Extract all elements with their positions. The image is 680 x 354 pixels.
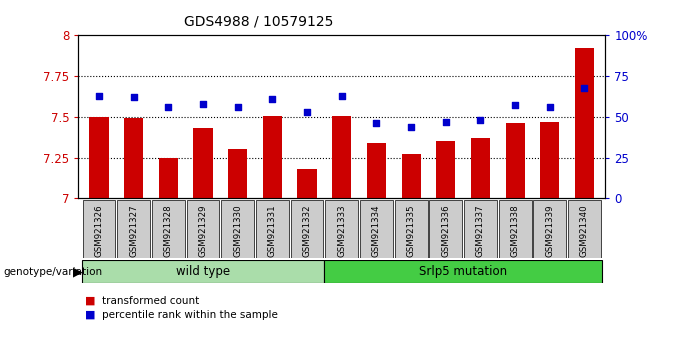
- Point: [336, 93, 347, 98]
- Bar: [360, 200, 393, 258]
- Text: GSM921339: GSM921339: [545, 205, 554, 257]
- Bar: [533, 200, 566, 258]
- Text: GSM921338: GSM921338: [511, 205, 520, 257]
- Bar: [325, 200, 358, 258]
- Bar: [401, 154, 420, 198]
- Text: GSM921331: GSM921331: [268, 205, 277, 257]
- Bar: [256, 200, 289, 258]
- Point: [267, 96, 278, 102]
- Text: genotype/variation: genotype/variation: [3, 267, 103, 277]
- Text: transformed count: transformed count: [102, 296, 199, 306]
- Point: [302, 109, 313, 115]
- Text: GSM921340: GSM921340: [580, 205, 589, 257]
- Text: GSM921330: GSM921330: [233, 205, 242, 257]
- Point: [163, 104, 174, 110]
- Bar: [117, 200, 150, 258]
- Point: [509, 103, 520, 108]
- Text: ■: ■: [85, 296, 95, 306]
- Point: [579, 85, 590, 90]
- Text: GSM921334: GSM921334: [372, 205, 381, 257]
- Text: percentile rank within the sample: percentile rank within the sample: [102, 310, 278, 320]
- Bar: [394, 200, 428, 258]
- Text: GSM921326: GSM921326: [95, 205, 103, 257]
- Bar: [194, 128, 213, 198]
- Bar: [568, 200, 601, 258]
- Text: GSM921337: GSM921337: [476, 205, 485, 257]
- Text: GSM921335: GSM921335: [407, 205, 415, 257]
- Point: [544, 104, 555, 110]
- Bar: [124, 119, 143, 198]
- Point: [233, 104, 243, 110]
- Text: GDS4988 / 10579125: GDS4988 / 10579125: [184, 14, 333, 28]
- Bar: [332, 116, 352, 198]
- Bar: [464, 200, 497, 258]
- Point: [371, 120, 381, 126]
- Bar: [575, 48, 594, 198]
- Text: GSM921329: GSM921329: [199, 205, 207, 257]
- Text: GSM921328: GSM921328: [164, 205, 173, 257]
- Text: GSM921336: GSM921336: [441, 205, 450, 257]
- Text: GSM921333: GSM921333: [337, 205, 346, 257]
- Bar: [82, 260, 324, 283]
- Bar: [505, 123, 524, 198]
- Bar: [221, 200, 254, 258]
- Bar: [324, 260, 602, 283]
- Bar: [436, 141, 455, 198]
- Point: [475, 117, 486, 123]
- Bar: [498, 200, 532, 258]
- Text: GSM921327: GSM921327: [129, 205, 138, 257]
- Bar: [471, 138, 490, 198]
- Bar: [429, 200, 462, 258]
- Text: wild type: wild type: [176, 265, 230, 278]
- Bar: [297, 169, 317, 198]
- Point: [440, 119, 451, 125]
- Point: [94, 93, 105, 98]
- Bar: [263, 116, 282, 198]
- Bar: [367, 143, 386, 198]
- Bar: [82, 200, 116, 258]
- Text: GSM921332: GSM921332: [303, 205, 311, 257]
- Bar: [228, 149, 248, 198]
- Text: ■: ■: [85, 310, 95, 320]
- Bar: [540, 122, 559, 198]
- Text: ▶: ▶: [73, 265, 83, 278]
- Point: [405, 124, 416, 130]
- Bar: [159, 158, 178, 198]
- Text: Srlp5 mutation: Srlp5 mutation: [419, 265, 507, 278]
- Bar: [90, 117, 109, 198]
- Bar: [186, 200, 220, 258]
- Point: [129, 95, 139, 100]
- Bar: [152, 200, 185, 258]
- Point: [198, 101, 209, 107]
- Bar: [290, 200, 324, 258]
